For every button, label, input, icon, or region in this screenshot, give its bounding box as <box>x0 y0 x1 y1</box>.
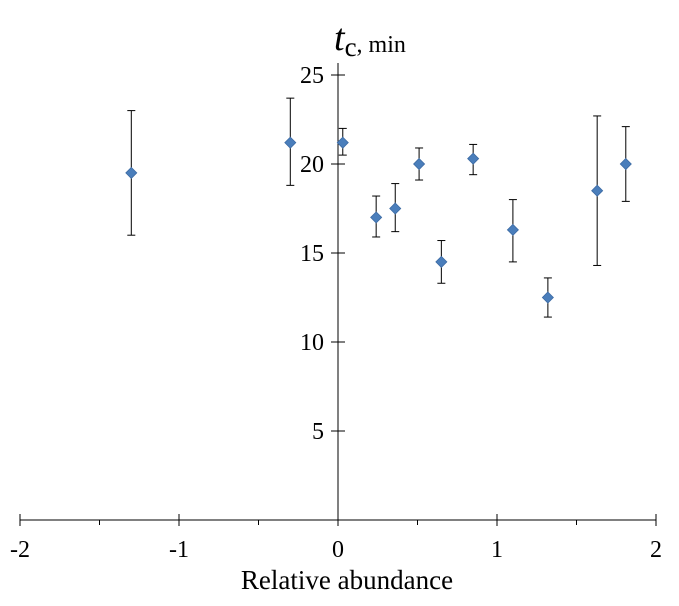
data-point <box>506 223 519 236</box>
x-tick-label: 1 <box>491 537 503 563</box>
y-tick-label: 25 <box>300 63 324 89</box>
y-axis-title-symbol: t <box>334 17 346 59</box>
x-tick-label: 2 <box>650 537 662 563</box>
data-point <box>619 157 632 171</box>
data-point <box>389 202 402 215</box>
axis-labels: Relative abundance tc, min <box>241 17 453 595</box>
data-point <box>467 152 480 165</box>
error-bars <box>127 97 630 318</box>
data-point <box>591 184 604 197</box>
data-point <box>336 136 349 149</box>
data-point <box>125 166 138 179</box>
y-tick-label: 5 <box>312 419 324 445</box>
data-point <box>541 291 554 304</box>
x-tick-label: 0 <box>332 537 344 563</box>
y-axis-title: tc, min <box>334 17 406 62</box>
data-point <box>370 211 383 224</box>
data-point <box>284 136 297 149</box>
x-tick-label: -1 <box>169 537 189 563</box>
data-point <box>435 255 448 268</box>
x-tick-label: -2 <box>10 537 30 563</box>
data-markers <box>125 136 632 304</box>
x-axis-title: Relative abundance <box>241 565 453 595</box>
y-tick-label: 20 <box>300 152 324 178</box>
data-point <box>413 157 426 171</box>
y-tick-label: 10 <box>300 330 324 356</box>
y-axis-title-unit: , min <box>357 32 406 58</box>
y-axis-title-subscript: c <box>345 32 357 62</box>
y-tick-label: 15 <box>300 241 324 267</box>
